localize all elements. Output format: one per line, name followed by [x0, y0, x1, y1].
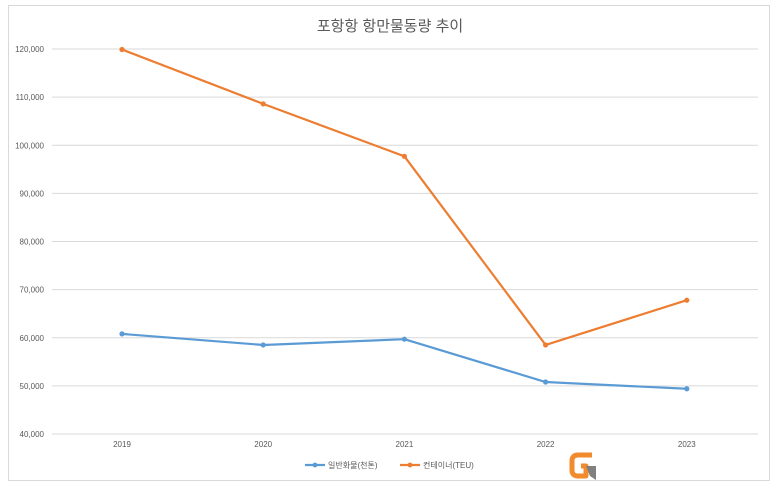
x-tick-label: 2020 [254, 440, 272, 449]
y-tick-label: 50,000 [20, 382, 45, 391]
y-tick-label: 70,000 [20, 286, 45, 295]
series-layer [119, 46, 690, 392]
legend-marker [407, 462, 413, 468]
gridlines [52, 48, 758, 435]
g-logo-icon [569, 452, 596, 480]
data-point[interactable] [260, 101, 266, 107]
y-tick-label: 90,000 [20, 189, 45, 198]
data-point[interactable] [684, 297, 690, 303]
series-line-2[interactable] [120, 48, 688, 347]
legend[interactable]: 일반화물(천톤) 컨테이너(TEU) [305, 460, 474, 470]
data-point[interactable] [401, 336, 407, 342]
data-point[interactable] [543, 342, 549, 348]
legend-label: 컨테이너(TEU) [423, 460, 474, 470]
data-point[interactable] [260, 342, 266, 348]
y-axis-ticks: 40,000 50,000 60,000 70,000 80,000 90,000 100,… [15, 45, 44, 439]
data-point[interactable] [684, 386, 690, 392]
data-point[interactable] [543, 379, 549, 385]
x-axis-ticks: 2019 2020 2021 2022 2023 [113, 440, 696, 449]
data-point[interactable] [119, 331, 125, 337]
y-tick-label: 40,000 [20, 430, 45, 439]
legend-label: 일반화물(천톤) [328, 460, 378, 470]
y-tick-label: 120,000 [15, 45, 44, 54]
y-tick-label: 80,000 [20, 238, 45, 247]
data-point[interactable] [401, 153, 407, 159]
chart-title: 포항항 항만물동량 추이 [317, 18, 463, 35]
y-tick-label: 100,000 [15, 141, 44, 150]
series-line-1[interactable] [120, 332, 688, 390]
chart-frame [8, 5, 770, 481]
x-tick-label: 2022 [537, 440, 555, 449]
x-tick-label: 2021 [396, 440, 414, 449]
data-point[interactable] [119, 46, 125, 53]
y-tick-label: 60,000 [20, 334, 45, 343]
legend-marker [312, 462, 318, 468]
y-tick-label: 110,000 [16, 93, 45, 102]
x-tick-label: 2019 [113, 440, 131, 449]
x-tick-label: 2023 [678, 440, 696, 449]
